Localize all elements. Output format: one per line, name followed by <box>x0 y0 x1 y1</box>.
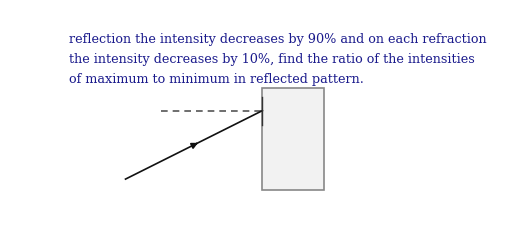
Bar <box>262 89 324 190</box>
Text: the intensity decreases by 10%, find the ratio of the intensities: the intensity decreases by 10%, find the… <box>69 53 475 66</box>
Text: reflection the intensity decreases by 90% and on each refraction: reflection the intensity decreases by 90… <box>69 32 486 45</box>
Text: of maximum to minimum in reflected pattern.: of maximum to minimum in reflected patte… <box>69 73 364 86</box>
